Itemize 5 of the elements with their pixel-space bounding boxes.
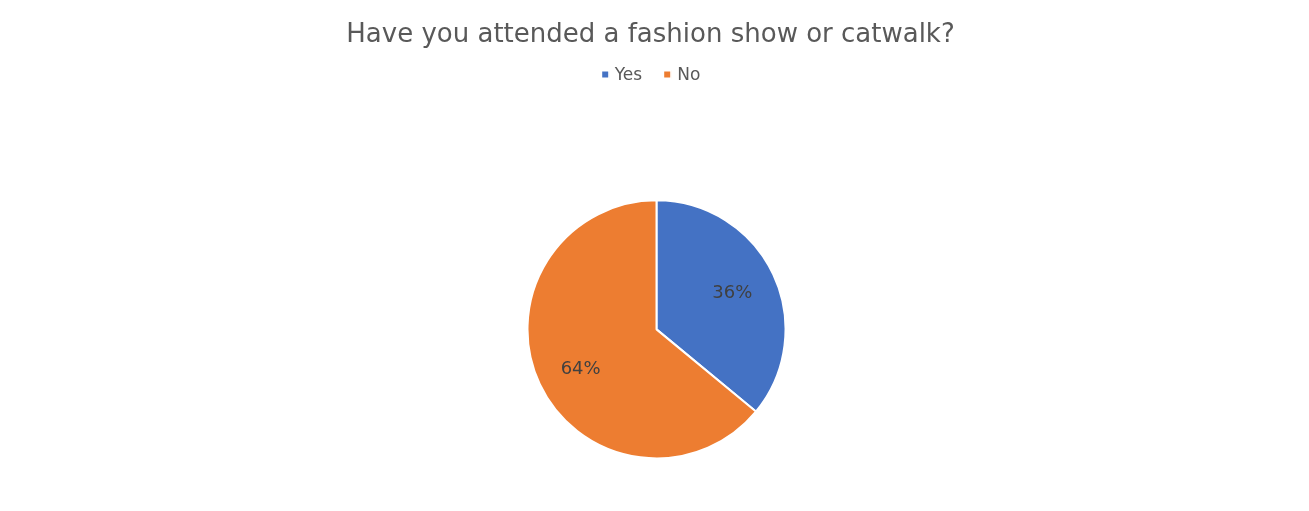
data-label: 36% <box>712 280 753 302</box>
data-label: 64% <box>560 356 601 378</box>
chart-title: Have you attended a fashion show or catwalk? <box>346 17 955 48</box>
legend-label: No <box>677 64 701 84</box>
legend-label: Yes <box>614 64 643 84</box>
